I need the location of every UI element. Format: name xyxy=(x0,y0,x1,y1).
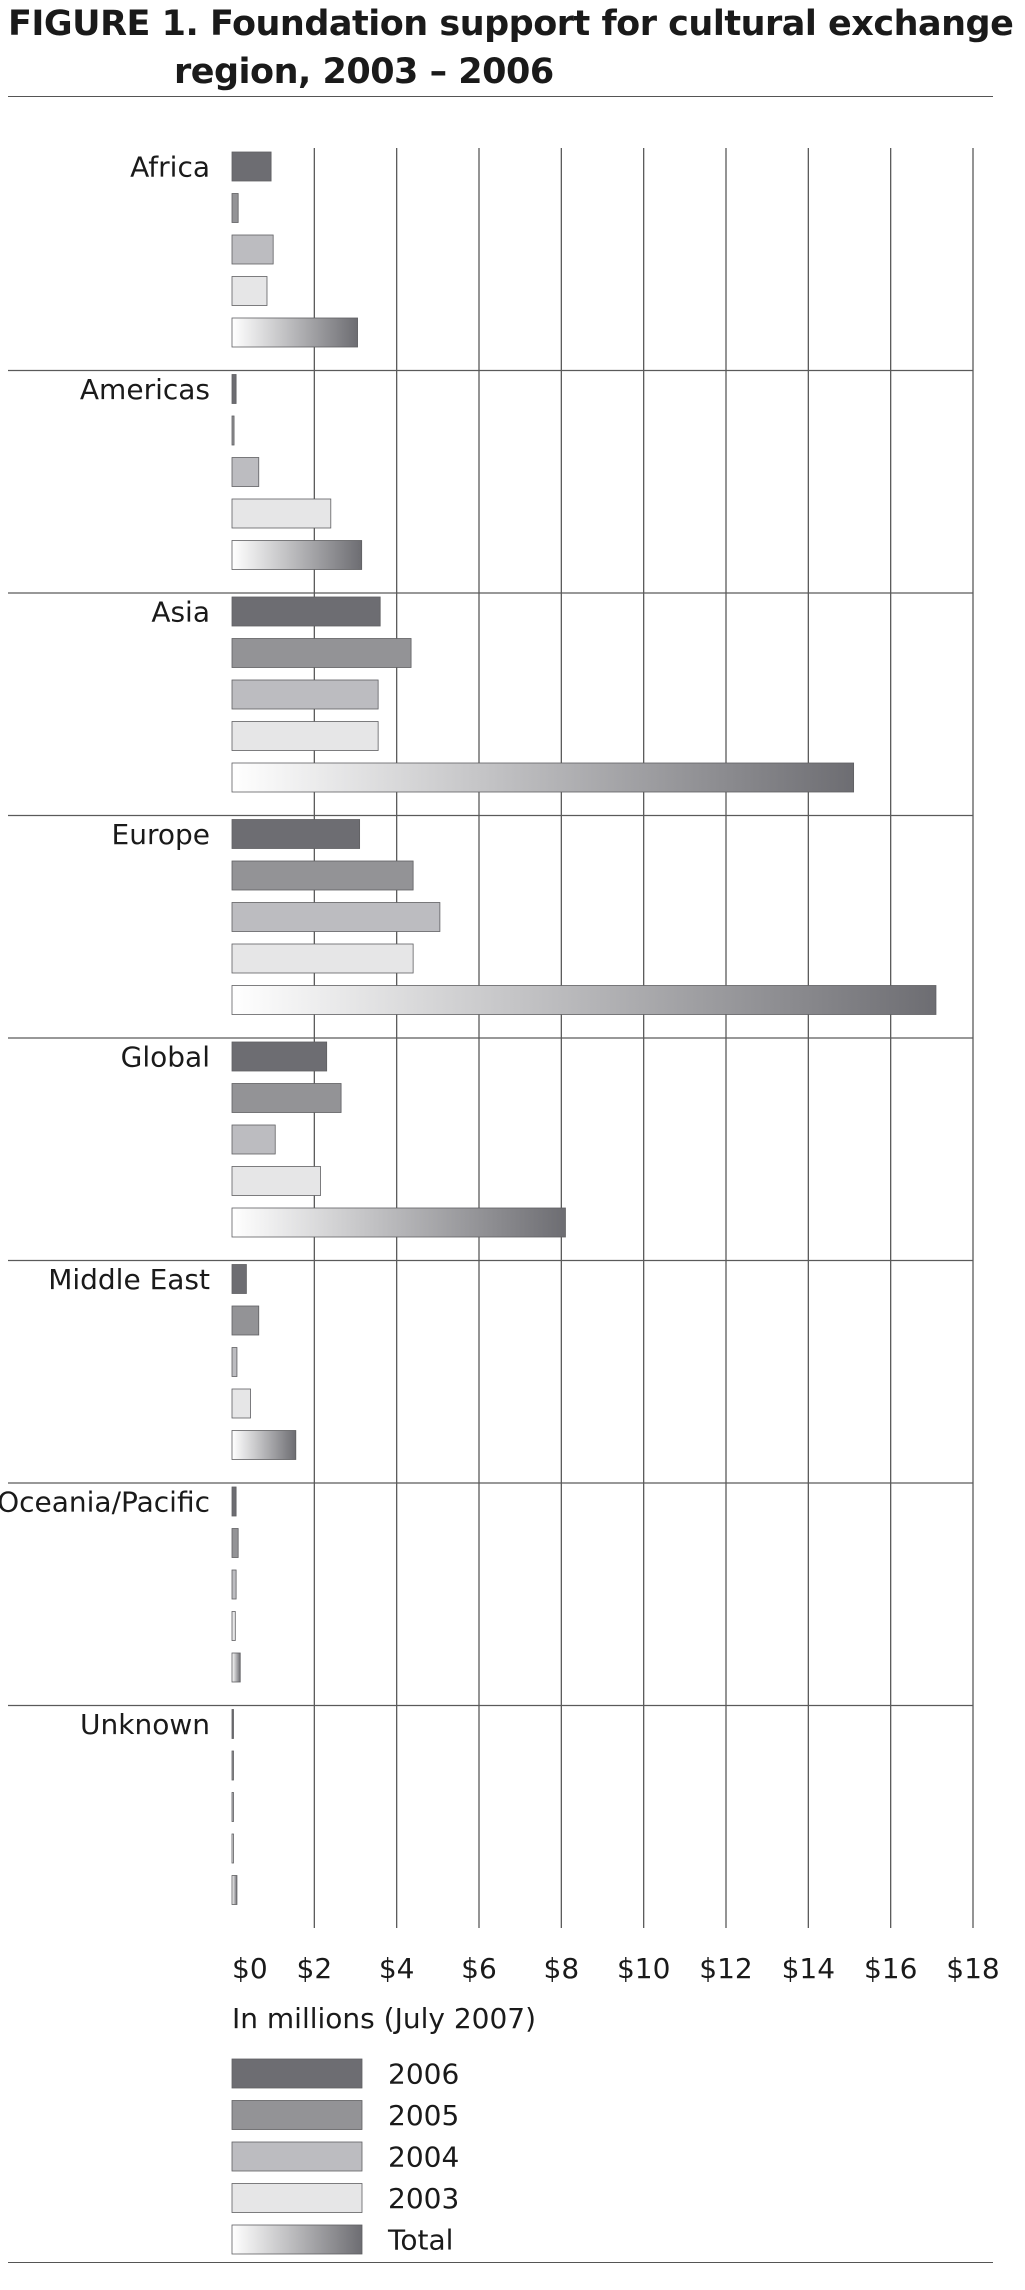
bar-middle-east-2005 xyxy=(231,1305,260,1336)
bar-americas-total xyxy=(231,540,363,570)
region-label: Africa xyxy=(130,151,210,184)
figure-title: FIGURE 1. Foundation support for cultura… xyxy=(8,0,1025,96)
top-rule xyxy=(8,96,993,97)
bar-europe-2004 xyxy=(231,902,441,932)
region-label: Oceania/Pacific xyxy=(0,1486,210,1519)
region-label: Middle East xyxy=(48,1263,210,1296)
bar-africa-2005 xyxy=(231,193,239,223)
x-tick-label: $4 xyxy=(379,1952,415,1985)
bottom-rule xyxy=(8,2262,993,2263)
region-label: Europe xyxy=(112,818,210,851)
bar-asia-total xyxy=(231,762,855,793)
bar-africa-total xyxy=(231,317,358,348)
bar-asia-2005 xyxy=(231,638,412,668)
bar-europe-total xyxy=(231,985,937,1015)
figure-title-line-2: region, 2003 – 2006 xyxy=(174,52,554,92)
legend-swatch-total xyxy=(231,2224,363,2255)
x-axis-ticks: $0 $2 $4 $6 $8 $10 $12 $14 $16 $18 xyxy=(232,1952,1000,1985)
x-tick-label: $0 xyxy=(232,1952,268,1985)
legend-label: Total xyxy=(387,2224,453,2257)
region-label: Global xyxy=(121,1041,210,1074)
bar-global-2004 xyxy=(231,1124,276,1155)
bar-africa-2003 xyxy=(231,276,268,306)
figure-title-line-1: FIGURE 1. Foundation support for cultura… xyxy=(8,4,1025,44)
bar-unknown-2004 xyxy=(231,1792,234,1822)
x-tick-label: $18 xyxy=(946,1952,999,1985)
bar-global-2005 xyxy=(231,1083,342,1113)
bar-europe-2005 xyxy=(231,860,414,891)
x-tick-label: $14 xyxy=(782,1952,835,1985)
bar-global-2006 xyxy=(231,1041,328,1072)
bar-americas-2005 xyxy=(231,415,235,446)
bar-americas-2004 xyxy=(231,457,260,487)
legend-label: 2006 xyxy=(388,2058,459,2091)
legend-label: 2003 xyxy=(388,2182,459,2215)
bar-unknown-2005 xyxy=(231,1750,234,1781)
x-tick-label: $6 xyxy=(461,1952,497,1985)
region-label: Unknown xyxy=(80,1708,210,1741)
legend-swatch-2003 xyxy=(231,2183,363,2213)
bar-oceania-pacific-total xyxy=(231,1652,241,1683)
legend-label: 2005 xyxy=(388,2099,459,2132)
x-axis-label: In millions (July 2007) xyxy=(232,2002,536,2035)
legend-swatch-2006 xyxy=(231,2058,363,2089)
bar-global-2003 xyxy=(231,1166,321,1196)
bar-oceania-pacific-2005 xyxy=(231,1528,239,1558)
region-separators xyxy=(8,369,973,1707)
bar-oceania-pacific-2003 xyxy=(231,1611,236,1641)
bar-europe-2003 xyxy=(231,943,414,974)
bar-oceania-pacific-2006 xyxy=(231,1486,237,1517)
x-tick-label: $10 xyxy=(617,1952,670,1985)
x-tick-label: $16 xyxy=(864,1952,917,1985)
bar-asia-2004 xyxy=(231,679,379,710)
legend: 2006 2005 2004 2003 Total xyxy=(231,2058,459,2257)
bar-africa-2006 xyxy=(231,151,272,182)
bar-middle-east-2006 xyxy=(231,1264,247,1294)
bar-middle-east-2004 xyxy=(231,1347,238,1377)
x-tick-label: $2 xyxy=(297,1952,333,1985)
bar-americas-2006 xyxy=(231,374,237,404)
bar-unknown-total xyxy=(231,1875,238,1905)
bar-unknown-2006 xyxy=(231,1709,234,1739)
x-tick-label: $12 xyxy=(699,1952,752,1985)
legend-swatch-2005 xyxy=(231,2100,363,2130)
bar-unknown-2003 xyxy=(231,1833,234,1864)
bar-europe-2006 xyxy=(231,819,361,849)
region-labels: Africa Americas Asia Europe Global Middle Eas… xyxy=(0,151,210,1742)
x-tick-label: $8 xyxy=(544,1952,580,1985)
bar-africa-2004 xyxy=(231,234,274,265)
bar-asia-2006 xyxy=(231,596,381,627)
bar-asia-2003 xyxy=(231,721,379,751)
bar-oceania-pacific-2004 xyxy=(231,1569,237,1600)
bar-americas-2003 xyxy=(231,498,332,529)
bars xyxy=(231,151,937,1905)
region-label: Americas xyxy=(80,373,210,406)
bar-global-total xyxy=(231,1207,566,1238)
bar-middle-east-total xyxy=(231,1430,297,1460)
bar-middle-east-2003 xyxy=(231,1388,251,1419)
legend-label: 2004 xyxy=(388,2141,459,2174)
legend-swatch-2004 xyxy=(231,2141,363,2172)
region-label: Asia xyxy=(151,596,210,629)
